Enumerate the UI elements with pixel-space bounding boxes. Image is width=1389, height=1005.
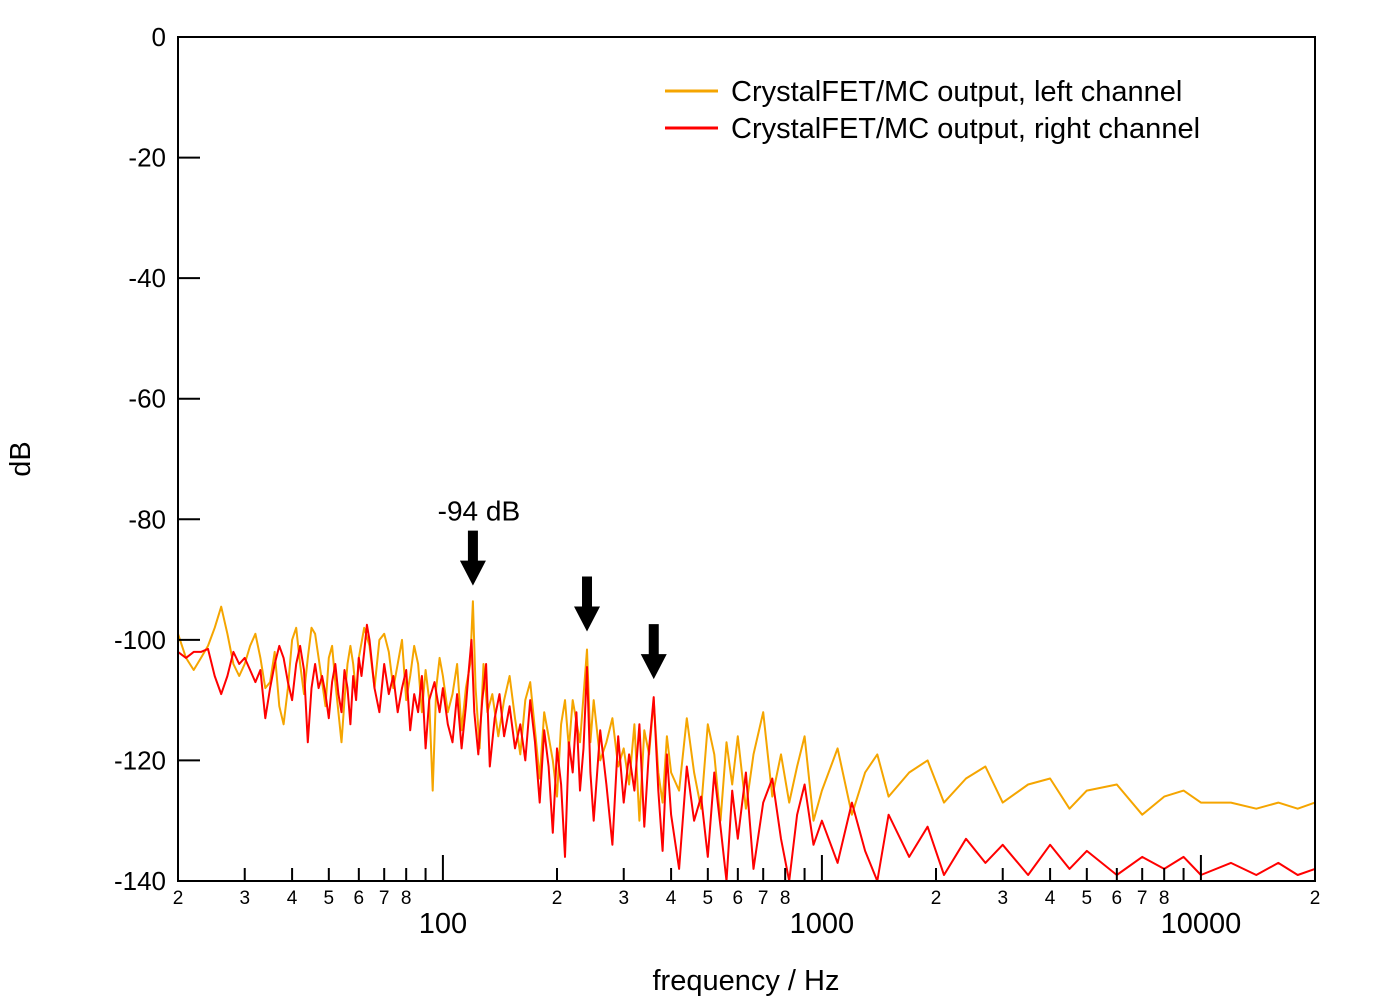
series-line-crystalfet-mc-output-right-channel: [177, 623, 1316, 882]
x-minor-tick-label: 3: [618, 888, 629, 909]
x-minor-tick-label: 2: [1310, 888, 1321, 909]
y-axis-label: dB: [5, 441, 37, 476]
x-minor-tick-label: 6: [733, 888, 744, 909]
y-tick-label: -120: [114, 745, 166, 775]
peak-arrow: [640, 624, 667, 680]
x-minor-tick-label: 5: [324, 888, 335, 909]
x-minor-tick-label: 5: [1082, 888, 1093, 909]
plot-frame: [177, 36, 1316, 882]
x-major-tick-label: 10000: [1161, 908, 1242, 940]
x-minor-tick-label: 7: [758, 888, 769, 909]
x-minor-tick-label: 3: [239, 888, 250, 909]
x-minor-tick-label: 5: [703, 888, 714, 909]
x-minor-tick-label: 4: [666, 888, 677, 909]
x-minor-tick-label: 2: [552, 888, 563, 909]
y-tick-label: -80: [128, 504, 166, 534]
y-tick-label: -140: [114, 866, 166, 896]
peak-annotation: -94 dB: [438, 496, 521, 527]
peak-arrow: [459, 530, 486, 586]
x-minor-tick-label: 6: [1112, 888, 1123, 909]
y-tick-label: -60: [128, 384, 166, 414]
series-layer: [177, 600, 1316, 882]
legend-label-left: CrystalFET/MC output, left channel: [731, 76, 1182, 108]
x-minor-tick-label: 3: [997, 888, 1008, 909]
x-minor-tick-label: 4: [1045, 888, 1056, 909]
x-minor-tick-label: 4: [287, 888, 298, 909]
x-major-tick-label: 100: [419, 908, 467, 940]
x-minor-tick-label: 8: [780, 888, 791, 909]
y-tick-label: -40: [128, 263, 166, 293]
y-tick-label: -100: [114, 625, 166, 655]
x-minor-tick-label: 7: [1137, 888, 1148, 909]
y-tick-label: -20: [128, 143, 166, 173]
x-minor-tick-label: 8: [401, 888, 412, 909]
legend: CrystalFET/MC output, left channel Cryst…: [665, 76, 1200, 145]
x-axis-label: frequency / Hz: [653, 965, 840, 997]
x-minor-tick-label: 8: [1159, 888, 1170, 909]
x-minor-tick-label: 2: [173, 888, 184, 909]
y-tick-label: 0: [152, 22, 166, 52]
tick-layer: 0 -20 -40 -60 -80 -100 -120 -140 100 1000 10000 2 3 4…: [114, 22, 1320, 940]
peak-arrow: [574, 576, 601, 632]
x-minor-tick-label: 6: [354, 888, 365, 909]
x-minor-tick-label: 7: [379, 888, 390, 909]
legend-label-right: CrystalFET/MC output, right channel: [731, 113, 1200, 145]
x-minor-tick-label: 2: [931, 888, 942, 909]
x-major-tick-label: 1000: [790, 908, 855, 940]
annotation-arrows: [459, 530, 667, 680]
